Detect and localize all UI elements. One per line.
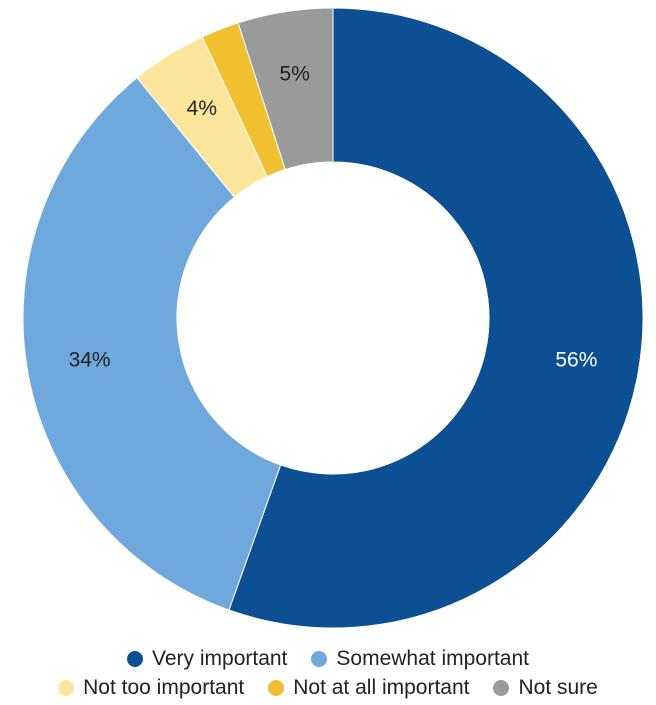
legend-swatch-icon [58,679,75,696]
legend-label: Not sure [518,675,598,699]
donut-chart-svg: 56% 34% 4% 5% [22,7,644,629]
slice-not-sure [237,7,334,171]
slice-very-important [228,7,644,629]
slice-value-label: 4% [187,97,217,120]
legend-swatch-icon [311,650,328,667]
legend-swatch-icon [268,679,285,696]
legend-label: Not at all important [293,675,470,699]
legend-label: Somewhat important [336,646,529,670]
chart-legend: Very important Somewhat important Not too … [0,644,656,702]
legend-label: Very important [152,646,288,670]
slice-value-label: 56% [555,349,597,372]
legend-item: Not too important [58,676,244,700]
slice-value-label: 34% [69,349,111,372]
donut-chart: 56% 34% 4% 5% [22,7,644,629]
legend-swatch-icon [493,679,510,696]
legend-item: Not at all important [268,676,469,700]
legend-item: Somewhat important [311,647,529,671]
slice-value-label: 5% [280,62,310,85]
legend-item: Not sure [493,675,598,700]
legend-row: Very important Somewhat important [0,644,656,673]
legend-label: Not too important [83,675,245,699]
legend-row: Not too important Not at all important Not… [0,673,656,702]
legend-item: Very important [127,647,287,671]
legend-swatch-icon [127,650,143,667]
slice-somewhat-important [22,77,282,611]
